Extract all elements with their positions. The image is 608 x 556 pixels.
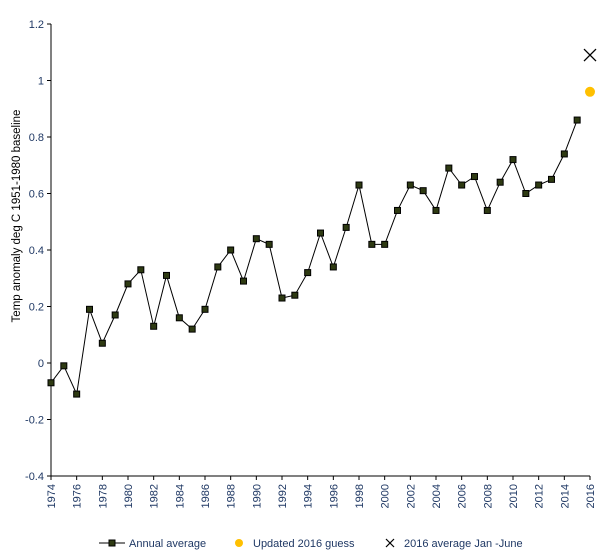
- y-tick-label: 0.2: [29, 302, 44, 314]
- legend-item: 2016 average Jan -June: [385, 538, 523, 550]
- data-point: [252, 235, 260, 243]
- x-marker-stroke: [583, 48, 597, 62]
- x-tick-label: 1990: [251, 484, 263, 508]
- x-tick-label: 1998: [354, 484, 366, 508]
- data-point: [522, 190, 530, 197]
- data-point: [188, 325, 196, 333]
- data-point: [124, 280, 132, 288]
- data-point: [458, 181, 466, 189]
- x-tick-label: 2012: [534, 484, 546, 508]
- data-point: [317, 229, 324, 237]
- data-point: [496, 178, 504, 186]
- data-point: [137, 266, 145, 274]
- x-tick-label: 1984: [174, 484, 186, 508]
- y-tick-label: 0.4: [29, 245, 44, 257]
- legend-label: 2016 average Jan -June: [404, 538, 523, 550]
- legend-label: Annual average: [129, 538, 206, 550]
- data-point: [86, 305, 93, 313]
- data-point: [471, 173, 478, 181]
- data-point: [201, 305, 209, 313]
- data-point: [432, 206, 440, 214]
- data-point: [291, 291, 299, 299]
- data-point: [355, 181, 363, 189]
- axes: [50, 24, 590, 477]
- legend: Annual average Updated 2016 guess 2016 ave…: [99, 538, 523, 550]
- x-axis-ticks: 1974 1976 1978 1980 1982 1984 1986 1988 1990 1992…: [46, 476, 597, 508]
- x-tick-label: 1982: [149, 484, 161, 508]
- data-point: [60, 362, 68, 370]
- data-point: [548, 175, 555, 183]
- x-tick-label: 2014: [559, 484, 571, 508]
- data-point: [278, 294, 286, 302]
- x-tick-label: 1994: [303, 484, 315, 508]
- x-tick-label: 2002: [405, 484, 417, 508]
- data-point: [163, 271, 170, 279]
- data-point: [342, 223, 350, 231]
- y-tick-label: 1.2: [29, 19, 44, 31]
- data-point: [419, 187, 427, 195]
- legend-square-marker: [108, 539, 116, 547]
- legend-x-marker: [385, 538, 395, 548]
- legend-label: Updated 2016 guess: [253, 538, 355, 550]
- x-tick-label: 2016: [585, 484, 597, 508]
- y-axis-title: Temp anomaly deg C 1951-1980 baseline: [11, 110, 23, 323]
- x-tick-label: 1996: [328, 484, 340, 508]
- x-tick-label: 1976: [72, 484, 84, 508]
- data-point: [329, 263, 337, 271]
- x-tick-label: 1980: [123, 484, 135, 508]
- x-tick-label: 1978: [97, 484, 109, 508]
- data-point: [394, 206, 401, 214]
- data-point: [214, 263, 222, 271]
- y-tick-label: -0.2: [25, 415, 44, 427]
- y-tick-label: 0: [38, 358, 44, 370]
- data-point: [560, 150, 568, 158]
- series-annual-average: [47, 116, 581, 398]
- x-tick-label: 1992: [277, 484, 289, 508]
- x-tick-label: 2008: [482, 484, 494, 508]
- legend-item: Updated 2016 guess: [235, 538, 355, 550]
- series-2016-average-jan-june: [583, 48, 597, 62]
- x-tick-label: 1974: [46, 484, 58, 508]
- data-point: [445, 164, 453, 172]
- data-point: [265, 240, 273, 248]
- x-tick-label: 1986: [200, 484, 212, 508]
- data-point: [175, 314, 183, 322]
- y-axis-ticks: -0.4 -0.2 0 0.2 0.4 0.6 0.8 1 1.2: [25, 19, 51, 483]
- data-point: [368, 240, 376, 248]
- data-point: [240, 277, 247, 285]
- data-point: [381, 240, 389, 248]
- data-point: [47, 379, 55, 387]
- x-tick-label: 2010: [508, 484, 520, 508]
- data-point: [509, 156, 517, 164]
- y-tick-label: 0.8: [29, 132, 44, 144]
- data-point: [304, 269, 312, 277]
- annual-average-line: [50, 119, 578, 396]
- data-point: [535, 181, 543, 189]
- x-tick-label: 2006: [457, 484, 469, 508]
- data-point: [483, 206, 491, 214]
- legend-item: Annual average: [99, 538, 206, 550]
- data-point: [73, 390, 81, 398]
- data-point: [227, 246, 235, 254]
- x-tick-label: 2000: [380, 484, 392, 508]
- data-point: [406, 181, 414, 189]
- x-tick-label: 1988: [226, 484, 238, 508]
- legend-circle-marker: [235, 539, 243, 547]
- series-layer: [47, 48, 597, 398]
- data-point: [98, 339, 106, 347]
- data-point: [585, 86, 595, 97]
- y-tick-label: 1: [38, 76, 44, 88]
- y-tick-label: -0.4: [25, 471, 44, 483]
- x-tick-label: 2004: [431, 484, 443, 508]
- data-point: [111, 311, 119, 319]
- series-updated-2016-guess: [585, 86, 595, 97]
- y-tick-label: 0.6: [29, 189, 44, 201]
- data-point: [150, 322, 158, 330]
- data-point: [583, 48, 597, 62]
- data-point: [573, 116, 581, 124]
